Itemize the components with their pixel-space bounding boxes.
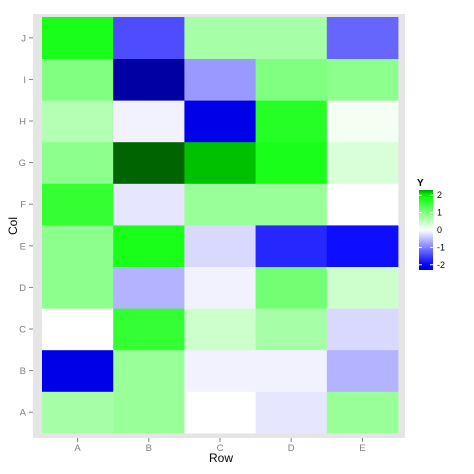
heatmap-cell-C-G: [184, 141, 256, 184]
y-tick-label-I: I: [23, 75, 26, 86]
heatmap-cell-E-D: [326, 266, 399, 309]
x-tick-label-D: D: [288, 443, 295, 454]
legend: Y 2 1 0 -1 -2: [417, 178, 445, 270]
y-tick-label-F: F: [20, 200, 26, 211]
legend-tick-label-2: 2: [437, 190, 442, 200]
heatmap-cell-B-F: [113, 183, 185, 226]
heatmap-cell-D-F: [255, 183, 328, 226]
heatmap-cell-B-E: [113, 225, 185, 267]
heatmap-cell-D-C: [255, 308, 328, 351]
y-axis-title: Col: [6, 217, 20, 235]
x-tick-label-B: B: [146, 443, 152, 454]
heatmap-cell-C-D: [184, 266, 256, 309]
heatmap-cell-D-E: [255, 225, 328, 267]
heatmap-cell-B-B: [113, 349, 185, 392]
y-tick-label-A: A: [20, 408, 27, 419]
legend-tick-label-0: 0: [437, 225, 442, 235]
legend-colorbar: [419, 190, 433, 270]
heatmap-cell-A-H: [42, 100, 114, 143]
heatmap-cell-B-H: [113, 100, 185, 143]
heatmap-cell-C-I: [184, 58, 256, 101]
heatmap-cell-E-E: [326, 225, 399, 267]
heatmap-cell-E-I: [326, 58, 399, 101]
y-tick-label-B: B: [20, 366, 26, 377]
heatmap-cell-D-I: [255, 58, 328, 101]
heatmap-cell-A-J: [42, 17, 114, 59]
heatmap-cell-A-C: [42, 308, 114, 351]
heatmap-cell-D-H: [255, 100, 328, 143]
heatmap-cell-B-G: [113, 141, 185, 184]
heatmap-cell-B-D: [113, 266, 185, 309]
heatmap-cell-E-B: [326, 349, 399, 392]
heatmap-cell-D-A: [255, 391, 328, 434]
heatmap-cell-C-J: [184, 17, 256, 59]
heatmap-cell-C-B: [184, 349, 256, 392]
y-tick-label-J: J: [21, 33, 26, 44]
heatmap-cell-A-D: [42, 266, 114, 309]
heatmap-cell-B-J: [113, 17, 185, 59]
legend-tick-label--2: -2: [437, 260, 445, 270]
x-axis-title: Row: [209, 451, 233, 465]
y-tick-label-C: C: [19, 325, 26, 336]
heatmap-cell-D-D: [255, 266, 328, 309]
x-tick-label-A: A: [74, 443, 81, 454]
heatmap-cell-C-E: [184, 225, 256, 267]
legend-tick-label--1: -1: [437, 242, 445, 252]
x-tick-label-E: E: [359, 443, 365, 454]
heatmap-cell-D-G: [255, 141, 328, 184]
heatmap-cell-B-I: [113, 58, 185, 101]
heatmap-cell-B-A: [113, 391, 185, 434]
heatmap-cell-E-J: [326, 17, 399, 59]
x-axis-ticks: A B C D E: [74, 438, 366, 454]
x-tick-label-C: C: [217, 443, 224, 454]
heatmap-cell-A-B: [42, 349, 114, 392]
heatmap-cell-C-C: [184, 308, 256, 351]
legend-title: Y: [417, 178, 424, 189]
y-tick-label-G: G: [19, 158, 26, 169]
heatmap-cell-E-H: [326, 100, 399, 143]
y-tick-label-E: E: [20, 241, 26, 252]
heatmap-cell-A-E: [42, 225, 114, 267]
heatmap-cell-E-A: [326, 391, 399, 434]
heatmap-cells: [42, 17, 399, 434]
heatmap-cell-C-A: [184, 391, 256, 434]
heatmap-cell-C-H: [184, 100, 256, 143]
legend-ticks: 2 1 0 -1 -2: [419, 190, 445, 270]
heatmap-cell-D-J: [255, 17, 328, 59]
heatmap-cell-A-F: [42, 183, 114, 226]
y-tick-label-D: D: [19, 283, 26, 294]
heatmap-cell-A-G: [42, 141, 114, 184]
heatmap-cell-D-B: [255, 349, 328, 392]
legend-tick-label-1: 1: [437, 208, 442, 218]
heatmap-cell-E-F: [326, 183, 399, 226]
heatmap-cell-B-C: [113, 308, 185, 351]
heatmap-cell-E-C: [326, 308, 399, 351]
heatmap-cell-E-G: [326, 141, 399, 184]
heatmap-cell-C-F: [184, 183, 256, 226]
y-axis-ticks: A B C D E F G H I J: [19, 33, 33, 419]
y-tick-label-H: H: [19, 117, 26, 128]
heatmap-cell-A-I: [42, 58, 114, 101]
heatmap-cell-A-A: [42, 391, 114, 434]
